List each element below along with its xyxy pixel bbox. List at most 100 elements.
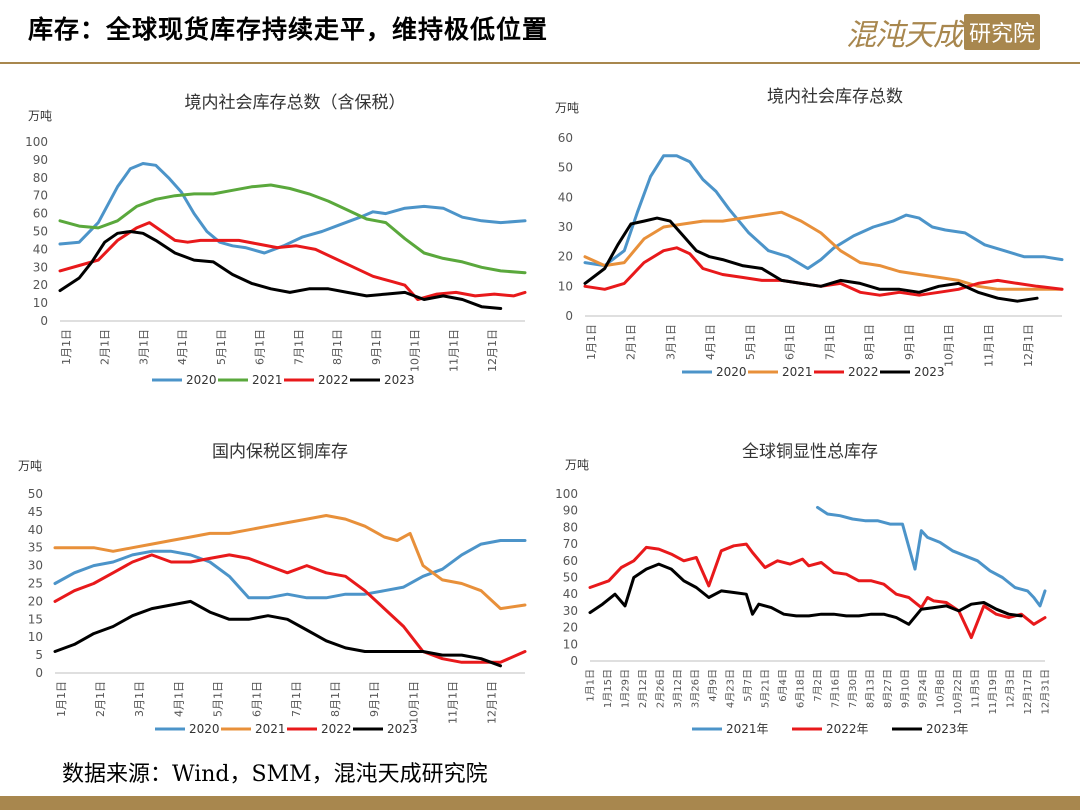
series-line-2023年 xyxy=(588,562,1023,626)
x-tick-label: 5月1日 xyxy=(215,329,228,365)
y-tick-label: 5 xyxy=(35,648,43,662)
x-tick-label: 5月1日 xyxy=(212,681,225,717)
y-tick-label: 50 xyxy=(563,571,578,585)
y-tick-label: 40 xyxy=(558,190,573,204)
x-tick-label: 12月31日 xyxy=(1040,669,1052,714)
y-tick-label: 10 xyxy=(558,279,573,293)
y-axis-unit: 万吨 xyxy=(555,101,579,115)
x-tick-label: 5月1日 xyxy=(744,324,757,360)
legend-label-2020: 2020 xyxy=(716,365,747,379)
y-tick-label: 0 xyxy=(40,314,48,328)
chart-title: 境内社会库存总数 xyxy=(767,87,903,107)
x-tick-label: 7月16日 xyxy=(830,669,842,708)
chart-title: 全球铜显性总库存 xyxy=(742,442,878,462)
x-tick-label: 3月26日 xyxy=(690,669,702,708)
x-tick-label: 12月1日 xyxy=(1022,324,1035,367)
y-tick-label: 70 xyxy=(563,537,578,551)
x-tick-label: 7月1日 xyxy=(290,681,303,717)
x-tick-label: 11月1日 xyxy=(447,329,460,372)
x-tick-label: 12月1日 xyxy=(486,329,499,372)
header-divider xyxy=(0,62,1080,64)
x-tick-label: 3月1日 xyxy=(664,324,677,360)
y-tick-label: 0 xyxy=(565,309,573,323)
x-tick-label: 7月1日 xyxy=(292,329,305,365)
x-tick-label: 4月23日 xyxy=(725,669,737,708)
x-tick-label: 2月26日 xyxy=(655,669,667,708)
brand-logo: 混沌天成 研究院 xyxy=(846,10,1041,54)
y-tick-label: 30 xyxy=(563,604,578,618)
y-tick-label: 10 xyxy=(28,630,43,644)
x-tick-label: 9月24日 xyxy=(917,669,929,708)
x-tick-label: 10月8日 xyxy=(935,669,947,708)
series-line-2020 xyxy=(53,539,527,600)
x-tick-label: 8月1日 xyxy=(329,681,342,717)
y-tick-label: 20 xyxy=(33,278,48,292)
logo-text: 混沌天成 xyxy=(846,18,963,53)
legend-label-2021年: 2021年 xyxy=(726,722,769,736)
series-line-2023 xyxy=(58,230,503,310)
y-tick-label: 60 xyxy=(563,554,578,568)
y-tick-label: 70 xyxy=(33,189,48,203)
y-axis-unit: 万吨 xyxy=(565,458,589,472)
y-tick-label: 30 xyxy=(28,559,43,573)
x-tick-label: 9月1日 xyxy=(370,329,383,365)
y-axis-unit: 万吨 xyxy=(18,459,42,473)
x-tick-label: 12月1日 xyxy=(486,681,499,724)
x-tick-label: 11月19日 xyxy=(987,669,999,714)
series-line-2021年 xyxy=(816,505,1047,608)
legend-label-2023: 2023 xyxy=(387,722,418,736)
x-tick-label: 8月1日 xyxy=(863,324,876,360)
x-tick-label: 3月1日 xyxy=(133,681,146,717)
y-tick-label: 50 xyxy=(28,487,43,501)
chart-title: 国内保税区铜库存 xyxy=(212,442,348,462)
logo-seal: 研究院 xyxy=(964,14,1041,50)
x-tick-label: 1月29日 xyxy=(620,669,632,708)
x-tick-label: 10月1日 xyxy=(407,681,420,724)
x-tick-label: 11月1日 xyxy=(447,681,460,724)
x-tick-label: 10月1日 xyxy=(943,324,956,367)
x-tick-label: 9月1日 xyxy=(368,681,381,717)
x-tick-label: 9月1日 xyxy=(903,324,916,360)
legend-label-2023年: 2023年 xyxy=(926,722,969,736)
y-tick-label: 60 xyxy=(558,131,573,145)
series-line-2021 xyxy=(583,210,1064,291)
chart-title: 境内社会库存总数（含保税） xyxy=(185,93,406,113)
y-tick-label: 80 xyxy=(33,171,48,185)
y-tick-label: 30 xyxy=(558,220,573,234)
y-tick-label: 40 xyxy=(563,587,578,601)
footer-bar xyxy=(0,796,1080,810)
x-tick-label: 6月18日 xyxy=(795,669,807,708)
y-tick-label: 15 xyxy=(28,612,43,626)
y-tick-label: 80 xyxy=(563,520,578,534)
y-tick-label: 40 xyxy=(28,523,43,537)
x-tick-label: 4月1日 xyxy=(704,324,717,360)
x-tick-label: 3月1日 xyxy=(137,329,150,365)
x-tick-label: 1月15日 xyxy=(602,669,614,708)
y-tick-label: 100 xyxy=(25,135,48,149)
x-tick-label: 2月1日 xyxy=(94,681,107,717)
x-tick-label: 9月10日 xyxy=(900,669,912,708)
series-line-2020 xyxy=(583,154,1064,270)
legend-label-2022: 2022 xyxy=(321,722,352,736)
x-tick-label: 6月1日 xyxy=(784,324,797,360)
y-tick-label: 40 xyxy=(33,242,48,256)
legend-label-2022: 2022 xyxy=(318,373,349,387)
x-tick-label: 1月1日 xyxy=(55,681,68,717)
y-tick-label: 50 xyxy=(558,161,573,175)
x-tick-label: 4月1日 xyxy=(176,329,189,365)
y-tick-label: 90 xyxy=(33,153,48,167)
legend-label-2021: 2021 xyxy=(782,365,813,379)
x-tick-label: 5月21日 xyxy=(760,669,772,708)
x-tick-label: 2月1日 xyxy=(625,324,638,360)
x-tick-label: 6月4日 xyxy=(777,669,789,702)
x-tick-label: 11月5日 xyxy=(970,669,982,708)
legend-label-2021: 2021 xyxy=(255,722,286,736)
x-tick-label: 8月13日 xyxy=(865,669,877,708)
y-tick-label: 10 xyxy=(563,637,578,651)
legend-label-2020: 2020 xyxy=(189,722,220,736)
x-tick-label: 7月2日 xyxy=(812,669,824,702)
x-tick-label: 4月9日 xyxy=(707,669,719,702)
